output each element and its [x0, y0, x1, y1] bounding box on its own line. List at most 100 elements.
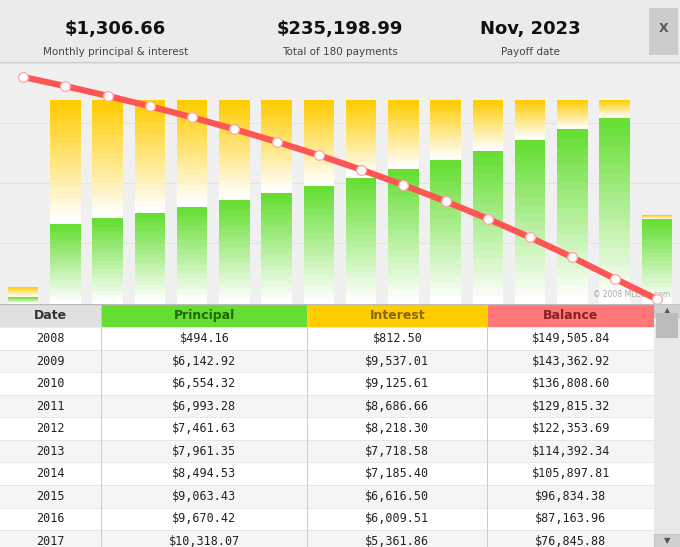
Bar [177, 159, 207, 164]
FancyBboxPatch shape [649, 8, 678, 55]
Bar [0, 327, 654, 350]
Bar [92, 240, 123, 244]
Bar [473, 136, 503, 138]
Bar [557, 118, 588, 119]
Bar [92, 100, 123, 106]
Bar [388, 107, 419, 110]
Bar [388, 120, 419, 124]
Text: 2013: 2013 [37, 445, 65, 458]
Text: $10,318.07: $10,318.07 [169, 535, 240, 547]
Bar [430, 268, 461, 275]
Bar [92, 212, 123, 218]
Bar [50, 292, 81, 295]
Bar [261, 259, 292, 265]
Bar [430, 127, 461, 130]
Text: Balance: Balance [543, 309, 598, 322]
Bar [641, 274, 672, 278]
Bar [346, 143, 376, 147]
Bar [304, 268, 334, 274]
Bar [261, 114, 292, 118]
Bar [557, 130, 588, 138]
Bar [135, 179, 165, 184]
Text: $136,808.60: $136,808.60 [532, 377, 610, 390]
Text: $1,306.66: $1,306.66 [65, 20, 166, 38]
Bar [219, 120, 250, 125]
Bar [346, 170, 376, 174]
Bar [219, 257, 250, 262]
Bar [92, 278, 123, 282]
Text: $87,163.96: $87,163.96 [535, 513, 607, 525]
Bar [430, 154, 461, 158]
Bar [219, 272, 250, 278]
Bar [473, 120, 503, 123]
Bar [177, 275, 207, 280]
Bar [346, 190, 376, 197]
Bar [641, 249, 672, 253]
Bar [50, 236, 81, 240]
Bar [599, 238, 630, 248]
Bar [135, 245, 165, 249]
Bar [135, 286, 165, 290]
Bar [177, 241, 207, 246]
Bar [92, 129, 123, 135]
Text: 2008: 2008 [37, 332, 65, 345]
Bar [135, 231, 165, 235]
Bar [641, 224, 672, 228]
Bar [557, 113, 588, 114]
Bar [515, 120, 545, 122]
Bar [473, 288, 503, 296]
Bar [430, 246, 461, 253]
Bar [135, 156, 165, 162]
Bar [0, 485, 654, 508]
Text: $9,537.01: $9,537.01 [365, 354, 430, 368]
Bar [557, 119, 588, 120]
Bar [515, 157, 545, 165]
Bar [177, 260, 207, 265]
Bar [599, 112, 630, 113]
Bar [515, 197, 545, 206]
Bar [641, 282, 672, 287]
Bar [599, 115, 630, 116]
Bar [135, 249, 165, 254]
Bar [219, 165, 250, 170]
Bar [473, 296, 503, 304]
Bar [219, 288, 250, 293]
Bar [219, 190, 250, 195]
Bar [219, 180, 250, 185]
Bar [92, 257, 123, 261]
Text: $143,362.92: $143,362.92 [532, 354, 610, 368]
Bar [515, 114, 545, 116]
Bar [599, 117, 630, 118]
Bar [177, 280, 207, 284]
Bar [304, 155, 334, 160]
Bar [135, 173, 165, 179]
Bar [599, 276, 630, 285]
Bar [219, 205, 250, 211]
Bar [92, 248, 123, 252]
Bar [304, 168, 334, 173]
Bar [515, 141, 545, 149]
Text: $6,554.32: $6,554.32 [172, 377, 237, 390]
Bar [92, 195, 123, 201]
Bar [515, 181, 545, 189]
Bar [557, 225, 588, 234]
Bar [346, 166, 376, 170]
Text: $5,361.86: $5,361.86 [365, 535, 430, 547]
Bar [50, 224, 81, 228]
Bar [557, 295, 588, 304]
Bar [430, 112, 461, 115]
Bar [92, 295, 123, 299]
Bar [599, 229, 630, 238]
Bar [388, 277, 419, 283]
Bar [92, 165, 123, 171]
Bar [177, 115, 207, 121]
Bar [430, 124, 461, 127]
Bar [641, 219, 672, 224]
Bar [388, 159, 419, 162]
Bar [50, 280, 81, 283]
Bar [261, 210, 292, 215]
Bar [388, 145, 419, 148]
Bar [219, 135, 250, 140]
Bar [430, 203, 461, 211]
Bar [50, 149, 81, 155]
